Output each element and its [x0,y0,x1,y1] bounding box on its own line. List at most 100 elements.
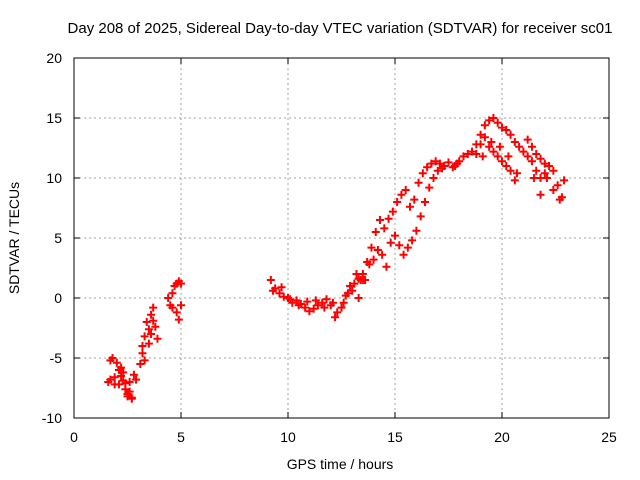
data-point [275,289,284,298]
data-point [427,159,436,168]
data-point [174,315,183,324]
data-point [498,157,506,166]
data-point [322,295,331,304]
x-tick-label: 5 [177,429,185,445]
data-point [425,183,434,192]
data-point [371,228,380,236]
data-point [125,387,134,396]
data-point [269,286,278,295]
data-point [545,162,554,170]
y-tick-label: 20 [46,50,62,66]
data-point [144,339,153,348]
data-point [510,176,519,185]
data-point [401,186,410,194]
data-point [408,236,417,245]
grid-lines [74,58,609,418]
axis-ticks [73,57,610,419]
data-point [337,303,346,312]
series-segment-5 [331,270,367,322]
x-axis-tick-labels: 0 5 10 15 20 25 [70,429,617,445]
data-point [523,152,532,161]
data-point [418,169,427,178]
y-tick-label: 0 [54,290,62,306]
data-point [519,147,528,156]
data-point [536,190,545,199]
y-tick-label: 15 [46,110,62,126]
data-point [320,303,329,312]
data-point [149,316,158,325]
data-point [373,246,382,254]
data-point [489,114,498,122]
x-tick-label: 0 [70,429,78,445]
data-point [542,174,551,182]
data-point [106,375,115,384]
x-tick-label: 25 [601,429,617,445]
data-point [177,301,185,310]
data-point [478,152,487,161]
data-point [309,304,318,313]
data-point [292,296,301,305]
data-point [403,243,412,252]
data-point [348,286,357,295]
data-point [112,358,121,367]
x-axis-label: GPS time / hours [287,456,394,472]
data-point [127,393,136,402]
series-segment-4 [266,276,337,316]
data-point [341,291,350,300]
data-point [493,118,502,127]
data-point [395,241,404,250]
data-point [168,303,177,312]
data-point [414,178,423,187]
data-point [110,380,119,389]
data-point [523,135,532,144]
y-tick-label: -10 [42,410,62,426]
data-point [350,279,359,288]
data-point [553,181,562,190]
data-point [153,334,162,343]
data-point [365,260,374,269]
data-point [455,157,464,166]
data-point [361,276,370,284]
data-point [339,298,348,307]
data-point [376,216,385,224]
data-point [463,150,472,158]
data-point [438,164,447,173]
data-point [386,238,395,247]
data-point [450,162,459,170]
data-point [405,202,414,211]
data-point [536,154,545,163]
series-segment-6 [354,157,462,302]
x-tick-label: 10 [280,429,296,445]
data-point [144,325,153,334]
data-point [177,279,185,288]
data-point [266,276,275,284]
data-point [354,294,363,302]
data-point [549,186,558,194]
data-point [303,297,312,306]
data-point [301,303,310,312]
data-point [110,373,119,382]
data-point [382,262,391,271]
data-point [151,322,160,331]
data-point [476,130,485,139]
data-point [555,195,564,204]
data-point [412,226,421,235]
data-point [476,140,485,149]
data-point [429,174,438,182]
data-point [485,116,494,125]
data-point [138,342,147,350]
y-axis-label: SDTVAR / TECUs [6,182,22,294]
series-segment-10 [523,135,569,204]
data-point [532,150,541,158]
data-point [305,307,314,316]
data-point [172,308,181,317]
y-tick-label: 10 [46,170,62,186]
data-point [504,152,513,161]
y-tick-label: -5 [50,350,63,366]
series-segment-3 [164,277,185,324]
data-point [393,198,402,206]
data-point [502,162,511,170]
data-point [489,147,498,156]
data-point [149,303,158,312]
